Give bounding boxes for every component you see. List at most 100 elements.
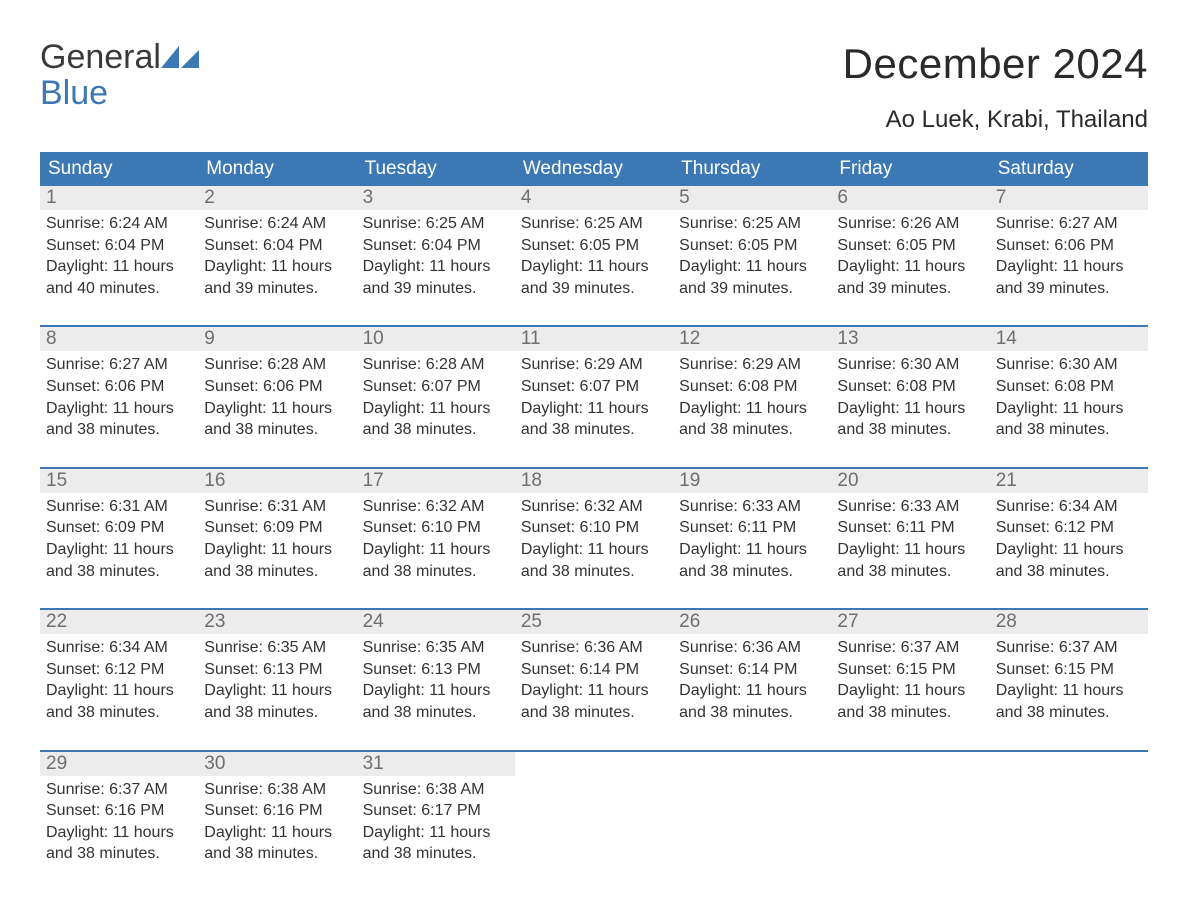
title-block: December 2024 Ao Luek, Krabi, Thailand [843,40,1148,144]
day-detail-lines: Sunrise: 6:31 AMSunset: 6:09 PMDaylight:… [204,496,350,582]
day-number: 22 [46,611,192,633]
daynum-band: 14 [990,327,1148,351]
sunrise-line: Sunrise: 6:34 AM [996,496,1142,518]
daynum-band: 22 [40,610,198,634]
daylight-line: Daylight: 11 hours and 38 minutes. [837,398,983,441]
day-detail-lines: Sunrise: 6:35 AMSunset: 6:13 PMDaylight:… [363,637,509,723]
sunrise-line: Sunrise: 6:36 AM [679,637,825,659]
sunrise-line: Sunrise: 6:26 AM [837,213,983,235]
day-number: 16 [204,470,350,492]
daylight-line: Daylight: 11 hours and 38 minutes. [204,539,350,582]
day-cell: 12Sunrise: 6:29 AMSunset: 6:08 PMDayligh… [673,327,831,446]
sunset-line: Sunset: 6:13 PM [363,659,509,681]
daylight-line: Daylight: 11 hours and 38 minutes. [363,680,509,723]
day-cell: 30 Sunrise: 6:38 AMSunset: 6:16 PMDayligh… [198,752,356,871]
day-detail-lines: Sunrise: 6:27 AMSunset: 6:06 PMDaylight:… [46,354,192,440]
daynum-band: 21 [990,469,1148,493]
sunrise-line: Sunrise: 6:38 AM [204,779,350,801]
daylight-line: Daylight: 11 hours and 39 minutes. [521,256,667,299]
daylight-line: Daylight: 11 hours and 38 minutes. [679,680,825,723]
day-detail-lines: Sunrise: 6:34 AMSunset: 6:12 PMDaylight:… [46,637,192,723]
daynum-band: 17 [357,469,515,493]
daylight-line: Daylight: 11 hours and 38 minutes. [996,539,1142,582]
daylight-line: Daylight: 11 hours and 38 minutes. [521,680,667,723]
daynum-band: 26 [673,610,831,634]
day-cell: 5 Sunrise: 6:25 AMSunset: 6:05 PMDaylight… [673,186,831,305]
day-detail-lines: Sunrise: 6:32 AMSunset: 6:10 PMDaylight:… [521,496,667,582]
sunset-line: Sunset: 6:14 PM [521,659,667,681]
day-number: 10 [363,328,509,350]
day-detail-lines: Sunrise: 6:27 AMSunset: 6:06 PMDaylight:… [996,213,1142,299]
daynum-band: 23 [198,610,356,634]
daynum-band: 4 [515,186,673,210]
logo-sail-icon [161,38,201,76]
day-number: 8 [46,328,192,350]
day-detail-lines: Sunrise: 6:37 AMSunset: 6:15 PMDaylight:… [837,637,983,723]
day-number: 4 [521,187,667,209]
sunset-line: Sunset: 6:12 PM [46,659,192,681]
daylight-line: Daylight: 11 hours and 38 minutes. [363,398,509,441]
sunrise-line: Sunrise: 6:27 AM [996,213,1142,235]
daylight-line: Daylight: 11 hours and 38 minutes. [363,539,509,582]
daylight-line: Daylight: 11 hours and 38 minutes. [996,398,1142,441]
sunrise-line: Sunrise: 6:33 AM [837,496,983,518]
day-number: 25 [521,611,667,633]
weekday-header-cell: Tuesday [357,152,515,186]
weekday-header-cell: Friday [831,152,989,186]
daynum-band: 30 [198,752,356,776]
day-number: 14 [996,328,1142,350]
sunrise-line: Sunrise: 6:30 AM [837,354,983,376]
day-detail-lines: Sunrise: 6:33 AMSunset: 6:11 PMDaylight:… [679,496,825,582]
day-cell: 24 Sunrise: 6:35 AMSunset: 6:13 PMDayligh… [357,610,515,729]
sunset-line: Sunset: 6:05 PM [837,235,983,257]
daylight-line: Daylight: 11 hours and 38 minutes. [46,398,192,441]
day-detail-lines: Sunrise: 6:37 AMSunset: 6:16 PMDaylight:… [46,779,192,865]
daynum-band: 28 [990,610,1148,634]
brand-logo: General Blue [40,40,201,111]
day-cell: 23Sunrise: 6:35 AMSunset: 6:13 PMDayligh… [198,610,356,729]
sunset-line: Sunset: 6:16 PM [46,800,192,822]
day-cell: 9Sunrise: 6:28 AMSunset: 6:06 PMDaylight… [198,327,356,446]
sunset-line: Sunset: 6:15 PM [837,659,983,681]
daynum-band: 9 [198,327,356,351]
sunset-line: Sunset: 6:15 PM [996,659,1142,681]
day-detail-lines: Sunrise: 6:29 AMSunset: 6:08 PMDaylight:… [679,354,825,440]
day-cell: 11Sunrise: 6:29 AMSunset: 6:07 PMDayligh… [515,327,673,446]
month-title: December 2024 [843,40,1148,88]
daylight-line: Daylight: 11 hours and 38 minutes. [837,539,983,582]
logo-word2: Blue [40,74,108,112]
sunset-line: Sunset: 6:05 PM [521,235,667,257]
day-number: 15 [46,470,192,492]
daynum-band: 19 [673,469,831,493]
daynum-band: 1 [40,186,198,210]
day-detail-lines: Sunrise: 6:32 AMSunset: 6:10 PMDaylight:… [363,496,509,582]
calendar-grid: SundayMondayTuesdayWednesdayThursdayFrid… [40,152,1148,871]
day-cell: 29Sunrise: 6:37 AMSunset: 6:16 PMDayligh… [40,752,198,871]
day-cell: 1Sunrise: 6:24 AMSunset: 6:04 PMDaylight… [40,186,198,305]
week-row: 1Sunrise: 6:24 AMSunset: 6:04 PMDaylight… [40,186,1148,305]
day-number: 18 [521,470,667,492]
day-number: 28 [996,611,1142,633]
day-cell: 7Sunrise: 6:27 AMSunset: 6:06 PMDaylight… [990,186,1148,305]
day-detail-lines: Sunrise: 6:38 AMSunset: 6:16 PMDaylight:… [204,779,350,865]
daynum-band: 24 [357,610,515,634]
sunset-line: Sunset: 6:07 PM [521,376,667,398]
daylight-line: Daylight: 11 hours and 38 minutes. [46,822,192,865]
day-detail-lines: Sunrise: 6:25 AMSunset: 6:05 PMDaylight:… [679,213,825,299]
daylight-line: Daylight: 11 hours and 38 minutes. [679,398,825,441]
day-cell: 6Sunrise: 6:26 AMSunset: 6:05 PMDaylight… [831,186,989,305]
day-cell: 2Sunrise: 6:24 AMSunset: 6:04 PMDaylight… [198,186,356,305]
daylight-line: Daylight: 11 hours and 38 minutes. [521,539,667,582]
sunset-line: Sunset: 6:06 PM [996,235,1142,257]
day-cell: 17 Sunrise: 6:32 AMSunset: 6:10 PMDayligh… [357,469,515,588]
day-number: 31 [363,753,509,775]
day-number: 11 [521,328,667,350]
day-cell: 21Sunrise: 6:34 AMSunset: 6:12 PMDayligh… [990,469,1148,588]
daylight-line: Daylight: 11 hours and 38 minutes. [837,680,983,723]
sunrise-line: Sunrise: 6:37 AM [837,637,983,659]
day-cell: 18 Sunrise: 6:32 AMSunset: 6:10 PMDayligh… [515,469,673,588]
logo-word1: General [40,38,161,76]
daylight-line: Daylight: 11 hours and 39 minutes. [204,256,350,299]
day-detail-lines: Sunrise: 6:25 AMSunset: 6:04 PMDaylight:… [363,213,509,299]
day-number: 5 [679,187,825,209]
